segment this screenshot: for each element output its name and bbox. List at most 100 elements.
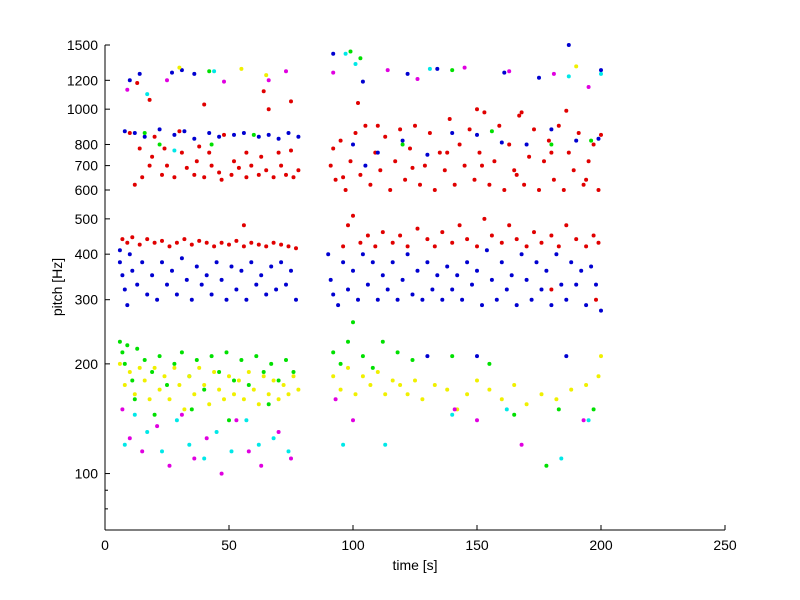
data-point-blue [254,282,259,287]
data-point-green [194,358,199,362]
data-point-blue [351,268,355,273]
x-tick-label: 100 [341,537,365,553]
data-point-blue [470,282,474,287]
data-point-yellow [227,374,231,379]
data-point-green [179,350,184,355]
data-point-red [219,240,224,245]
data-point-red [266,107,271,112]
data-point-blue [199,282,204,287]
y-axis-label: pitch [Hz] [49,258,65,316]
data-point-blue [599,68,603,73]
data-point-red [264,244,269,249]
data-point-magenta [234,418,239,423]
data-point-blue [150,273,155,278]
data-point-blue [539,287,544,292]
data-point-red [475,107,479,112]
data-point-magenta [331,70,336,75]
data-point-red [279,163,284,168]
data-point-blue [284,282,288,287]
data-point-blue [135,282,140,287]
data-point-blue [142,134,147,139]
y-tick-label: 700 [75,158,99,174]
data-point-green [254,354,259,359]
data-point-blue [341,260,346,265]
data-point-blue [122,129,127,134]
data-point-magenta [179,412,184,417]
data-point-red [249,163,254,168]
data-point-red [410,165,415,170]
data-point-green [142,131,147,135]
data-point-red [462,163,467,168]
data-point-magenta [581,418,586,423]
data-point-blue [425,260,430,265]
data-point-blue [179,68,184,73]
data-point-yellow [122,383,127,387]
data-point-blue [336,303,341,308]
data-point-blue [274,287,279,292]
data-point-blue [569,260,574,265]
data-point-red [294,246,298,251]
data-point-yellow [177,65,182,70]
data-point-magenta [222,79,226,84]
data-point-red [425,237,430,242]
data-point-blue [405,71,410,76]
data-point-red [475,244,479,249]
data-point-red [286,244,291,249]
data-point-blue [554,252,559,257]
data-point-green [227,418,231,423]
data-point-blue [594,282,598,287]
data-point-blue [241,131,246,135]
data-point-blue [127,252,132,257]
data-point-red [219,177,224,182]
data-point-magenta [415,77,420,81]
data-point-cyan [172,148,177,153]
data-point-blue [331,292,336,297]
data-point-yellow [187,374,192,379]
data-point-yellow [172,365,177,370]
data-point-blue [430,287,435,292]
data-point-magenta [452,407,457,412]
data-point-green [410,358,415,362]
data-point-blue [499,260,504,265]
data-point-yellow [569,387,574,392]
data-point-blue [499,140,504,145]
data-point-blue [214,260,219,265]
data-point-red [527,154,532,159]
data-point-red [341,244,346,249]
data-point-red [348,159,353,164]
data-point-cyan [214,430,219,434]
data-point-blue [351,142,355,147]
data-point-blue [475,132,479,137]
data-point-cyan [599,71,603,76]
data-point-blue [480,303,484,308]
data-point-red [331,146,336,151]
data-point-blue [184,277,189,282]
data-point-blue [157,127,162,132]
data-point-red [594,297,598,302]
data-point-blue [132,131,137,135]
data-point-red [165,163,169,168]
data-point-red [341,175,346,180]
data-point-cyan [450,412,455,417]
data-point-red [398,127,403,132]
data-point-blue [584,303,589,308]
data-point-blue [207,131,212,135]
data-point-magenta [140,449,145,454]
data-point-yellow [157,387,162,392]
data-point-green [338,361,343,366]
data-point-magenta [266,78,271,83]
data-point-yellow [137,365,142,370]
data-point-red [271,240,276,245]
data-point-blue [559,282,564,287]
data-point-red [264,168,269,173]
data-point-blue [415,268,420,273]
data-point-blue [346,287,350,292]
data-point-yellow [276,397,281,402]
data-point-blue [219,277,224,282]
x-tick-label: 200 [589,537,613,553]
data-point-magenta [507,69,512,74]
data-point-red [584,177,589,182]
data-point-green [269,361,274,366]
data-point-blue [117,260,122,265]
data-point-magenta [351,418,355,423]
